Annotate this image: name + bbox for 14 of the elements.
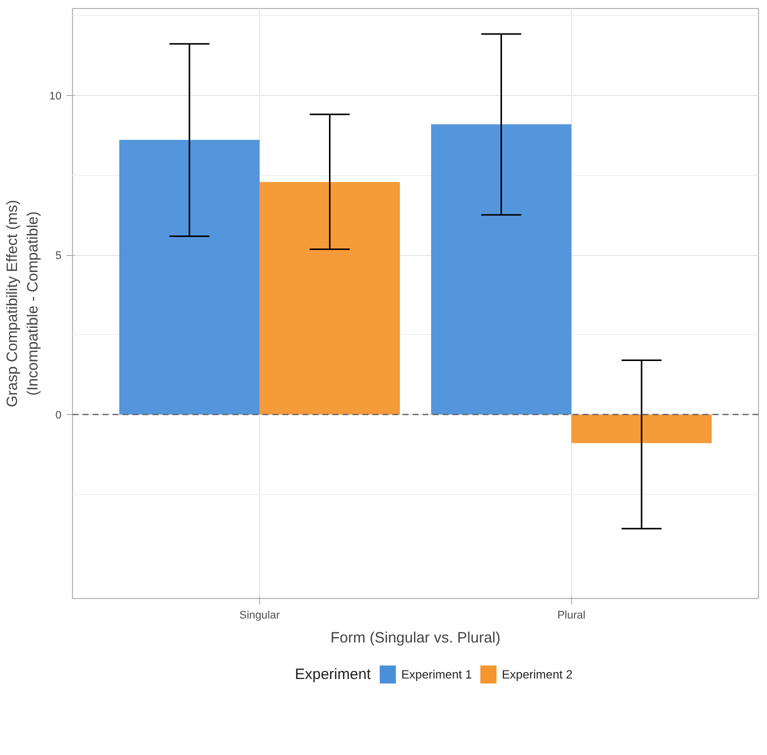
bar bbox=[119, 140, 260, 414]
x-tick-label: Singular bbox=[239, 610, 280, 622]
legend-label: Experiment 2 bbox=[502, 668, 573, 682]
x-tick-label: Plural bbox=[557, 610, 586, 622]
legend-title: Experiment bbox=[294, 666, 372, 683]
y-tick-label: 5 bbox=[55, 250, 62, 262]
y-axis-title: Grasp Compatibility Effect (ms) (Incompatible - Compatible) bbox=[4, 200, 42, 408]
bar bbox=[431, 124, 572, 414]
y-tick-label: 10 bbox=[49, 90, 62, 103]
x-axis-title: Form (Singular vs. Plural) bbox=[330, 630, 501, 646]
legend-label: Experiment 1 bbox=[401, 668, 472, 682]
bar bbox=[260, 182, 400, 414]
bar bbox=[571, 414, 712, 444]
y-tick-label: 0 bbox=[55, 409, 62, 422]
